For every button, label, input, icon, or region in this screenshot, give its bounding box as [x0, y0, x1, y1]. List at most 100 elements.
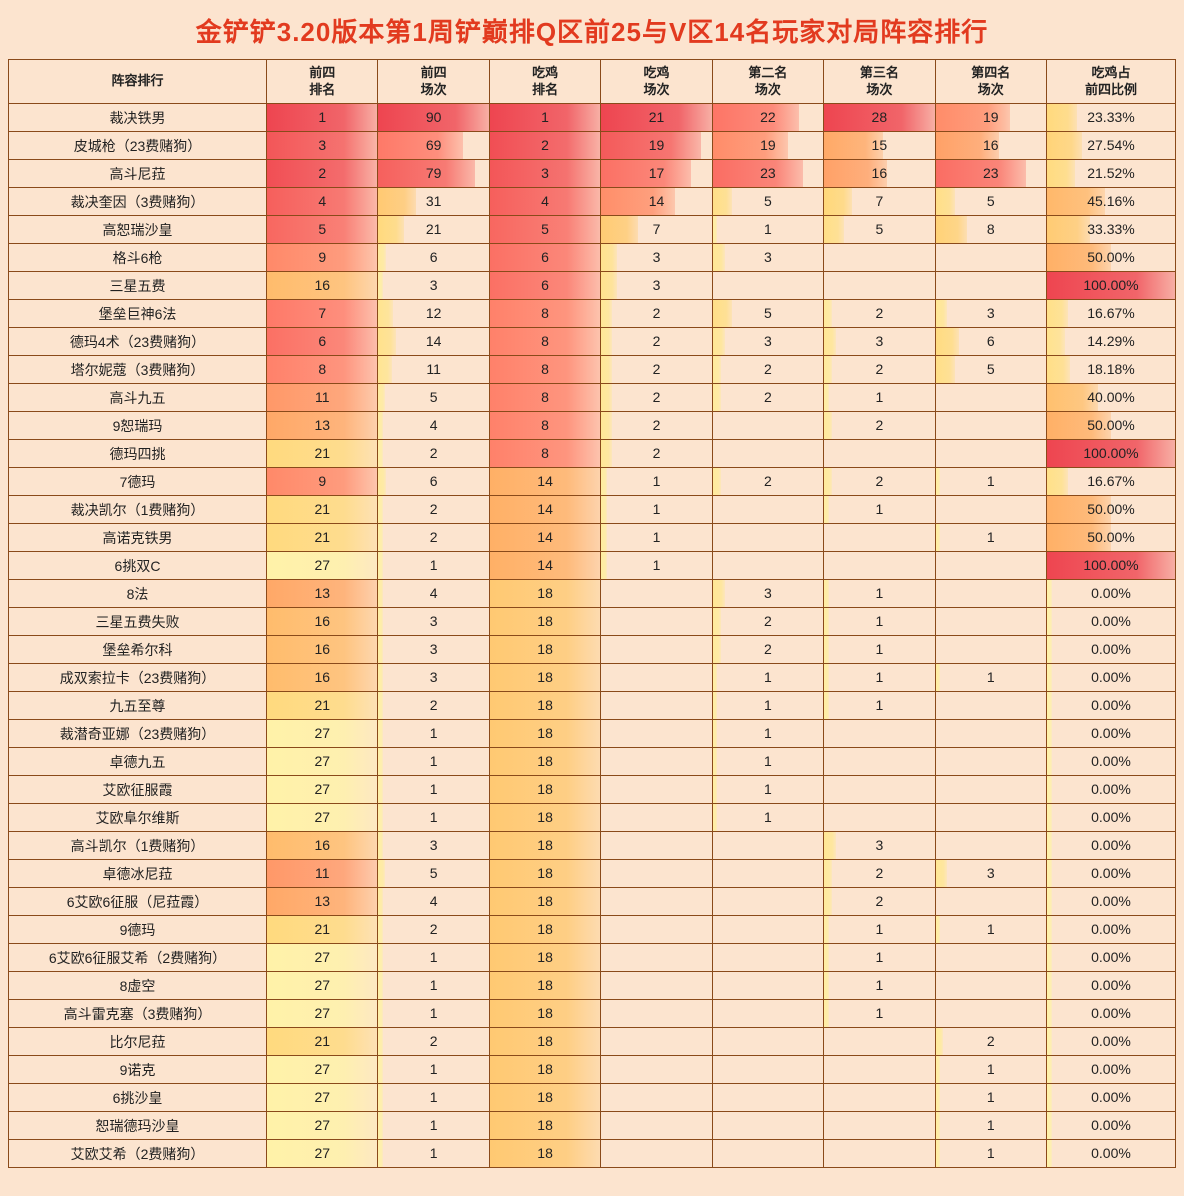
cell-value: 18: [490, 1056, 600, 1083]
cell-top4_count: 1: [378, 1000, 489, 1028]
cell-value: 50.00%: [1047, 496, 1175, 523]
table-row: 6艾欧6征服艾希（2费赌狗）2711810.00%: [9, 944, 1176, 972]
cell-value: 0.00%: [1047, 608, 1175, 635]
table-row: 高恕瑞沙皇5215715833.33%: [9, 216, 1176, 244]
cell-name: 裁决奎因（3费赌狗）: [9, 188, 267, 216]
cell-value: 1: [601, 552, 711, 579]
cell-top4_rank: 21: [267, 916, 378, 944]
cell-win_rank: 18: [489, 720, 600, 748]
cell-p2: 23: [712, 160, 823, 188]
cell-value: 2: [378, 916, 488, 943]
cell-win_count: 1: [601, 552, 712, 580]
cell-value: 0.00%: [1047, 832, 1175, 859]
cell-value: 1: [378, 748, 488, 775]
cell-top4_count: 1: [378, 944, 489, 972]
cell-top4_count: 2: [378, 440, 489, 468]
cell-win_rank: 18: [489, 944, 600, 972]
cell-value: 8: [490, 384, 600, 411]
cell-p4: 3: [935, 300, 1046, 328]
table-row: 艾欧阜尔维斯2711810.00%: [9, 804, 1176, 832]
cell-value: 14: [490, 552, 600, 579]
cell-value: 3: [378, 664, 488, 691]
cell-top4_count: 3: [378, 608, 489, 636]
cell-value: 90: [378, 104, 488, 131]
table-row: 裁潜奇亚娜（23费赌狗）2711810.00%: [9, 720, 1176, 748]
cell-p2: [712, 1056, 823, 1084]
cell-value: 0.00%: [1047, 1056, 1175, 1083]
cell-name: 裁决铁男: [9, 104, 267, 132]
cell-top4_count: 1: [378, 720, 489, 748]
cell-value: 13: [267, 412, 377, 439]
cell-p2: [712, 1084, 823, 1112]
cell-top4_count: 79: [378, 160, 489, 188]
cell-p2: 2: [712, 356, 823, 384]
cell-p2: [712, 1028, 823, 1056]
cell-p4: 23: [935, 160, 1046, 188]
cell-top4_rank: 27: [267, 1112, 378, 1140]
cell-value: 1: [936, 524, 1046, 551]
cell-win_count: [601, 748, 712, 776]
cell-p4: [935, 580, 1046, 608]
cell-ratio: 0.00%: [1046, 972, 1175, 1000]
cell-p4: [935, 972, 1046, 1000]
cell-value: 18.18%: [1047, 356, 1175, 383]
cell-value: 100.00%: [1047, 440, 1175, 467]
cell-value: 16.67%: [1047, 300, 1175, 327]
cell-win_rank: 18: [489, 1000, 600, 1028]
cell-value: 5: [936, 356, 1046, 383]
cell-name: 6挑沙皇: [9, 1084, 267, 1112]
cell-name: 德玛4术（23费赌狗）: [9, 328, 267, 356]
cell-ratio: 50.00%: [1046, 496, 1175, 524]
cell-p3: 1: [824, 692, 935, 720]
cell-ratio: 18.18%: [1046, 356, 1175, 384]
table-row: 9恕瑞玛13482250.00%: [9, 412, 1176, 440]
cell-win_rank: 18: [489, 832, 600, 860]
cell-value: 8: [490, 440, 600, 467]
cell-value: 19: [601, 132, 711, 159]
cell-value: 18: [490, 776, 600, 803]
cell-value: 9: [267, 244, 377, 271]
cell-p4: [935, 440, 1046, 468]
cell-value: 19: [936, 104, 1046, 131]
cell-value: 11: [267, 860, 377, 887]
cell-p3: [824, 748, 935, 776]
cell-value: 18: [490, 916, 600, 943]
cell-name: 7德玛: [9, 468, 267, 496]
cell-ratio: 0.00%: [1046, 720, 1175, 748]
cell-win_count: [601, 1028, 712, 1056]
cell-value: 5: [824, 216, 934, 243]
cell-p4: 19: [935, 104, 1046, 132]
table-row: 堡垒巨神6法7128252316.67%: [9, 300, 1176, 328]
cell-value: 21: [267, 692, 377, 719]
cell-win_rank: 18: [489, 1084, 600, 1112]
cell-win_rank: 2: [489, 132, 600, 160]
cell-p4: [935, 636, 1046, 664]
cell-ratio: 0.00%: [1046, 1000, 1175, 1028]
cell-p2: [712, 552, 823, 580]
cell-p4: [935, 412, 1046, 440]
cell-value: 2: [713, 384, 823, 411]
cell-value: 0.00%: [1047, 860, 1175, 887]
cell-win_count: 17: [601, 160, 712, 188]
cell-top4_count: 1: [378, 1112, 489, 1140]
cell-value: 23: [936, 160, 1046, 187]
cell-value: 23.33%: [1047, 104, 1175, 131]
cell-value: 1: [824, 692, 934, 719]
cell-top4_count: 1: [378, 552, 489, 580]
cell-value: 18: [490, 944, 600, 971]
cell-top4_count: 1: [378, 1140, 489, 1168]
cell-value: 21: [267, 1028, 377, 1055]
cell-p3: 1: [824, 664, 935, 692]
cell-value: 0.00%: [1047, 972, 1175, 999]
cell-value: 1: [378, 1112, 488, 1139]
cell-win_rank: 18: [489, 1056, 600, 1084]
cell-p3: 7: [824, 188, 935, 216]
cell-p4: [935, 804, 1046, 832]
cell-value: 1: [824, 944, 934, 971]
cell-p4: [935, 776, 1046, 804]
cell-name: 高斗尼菈: [9, 160, 267, 188]
cell-value: 21: [267, 496, 377, 523]
table-row: 高斗尼菈27931723162321.52%: [9, 160, 1176, 188]
cell-value: 0.00%: [1047, 748, 1175, 775]
cell-value: 1: [936, 1084, 1046, 1111]
